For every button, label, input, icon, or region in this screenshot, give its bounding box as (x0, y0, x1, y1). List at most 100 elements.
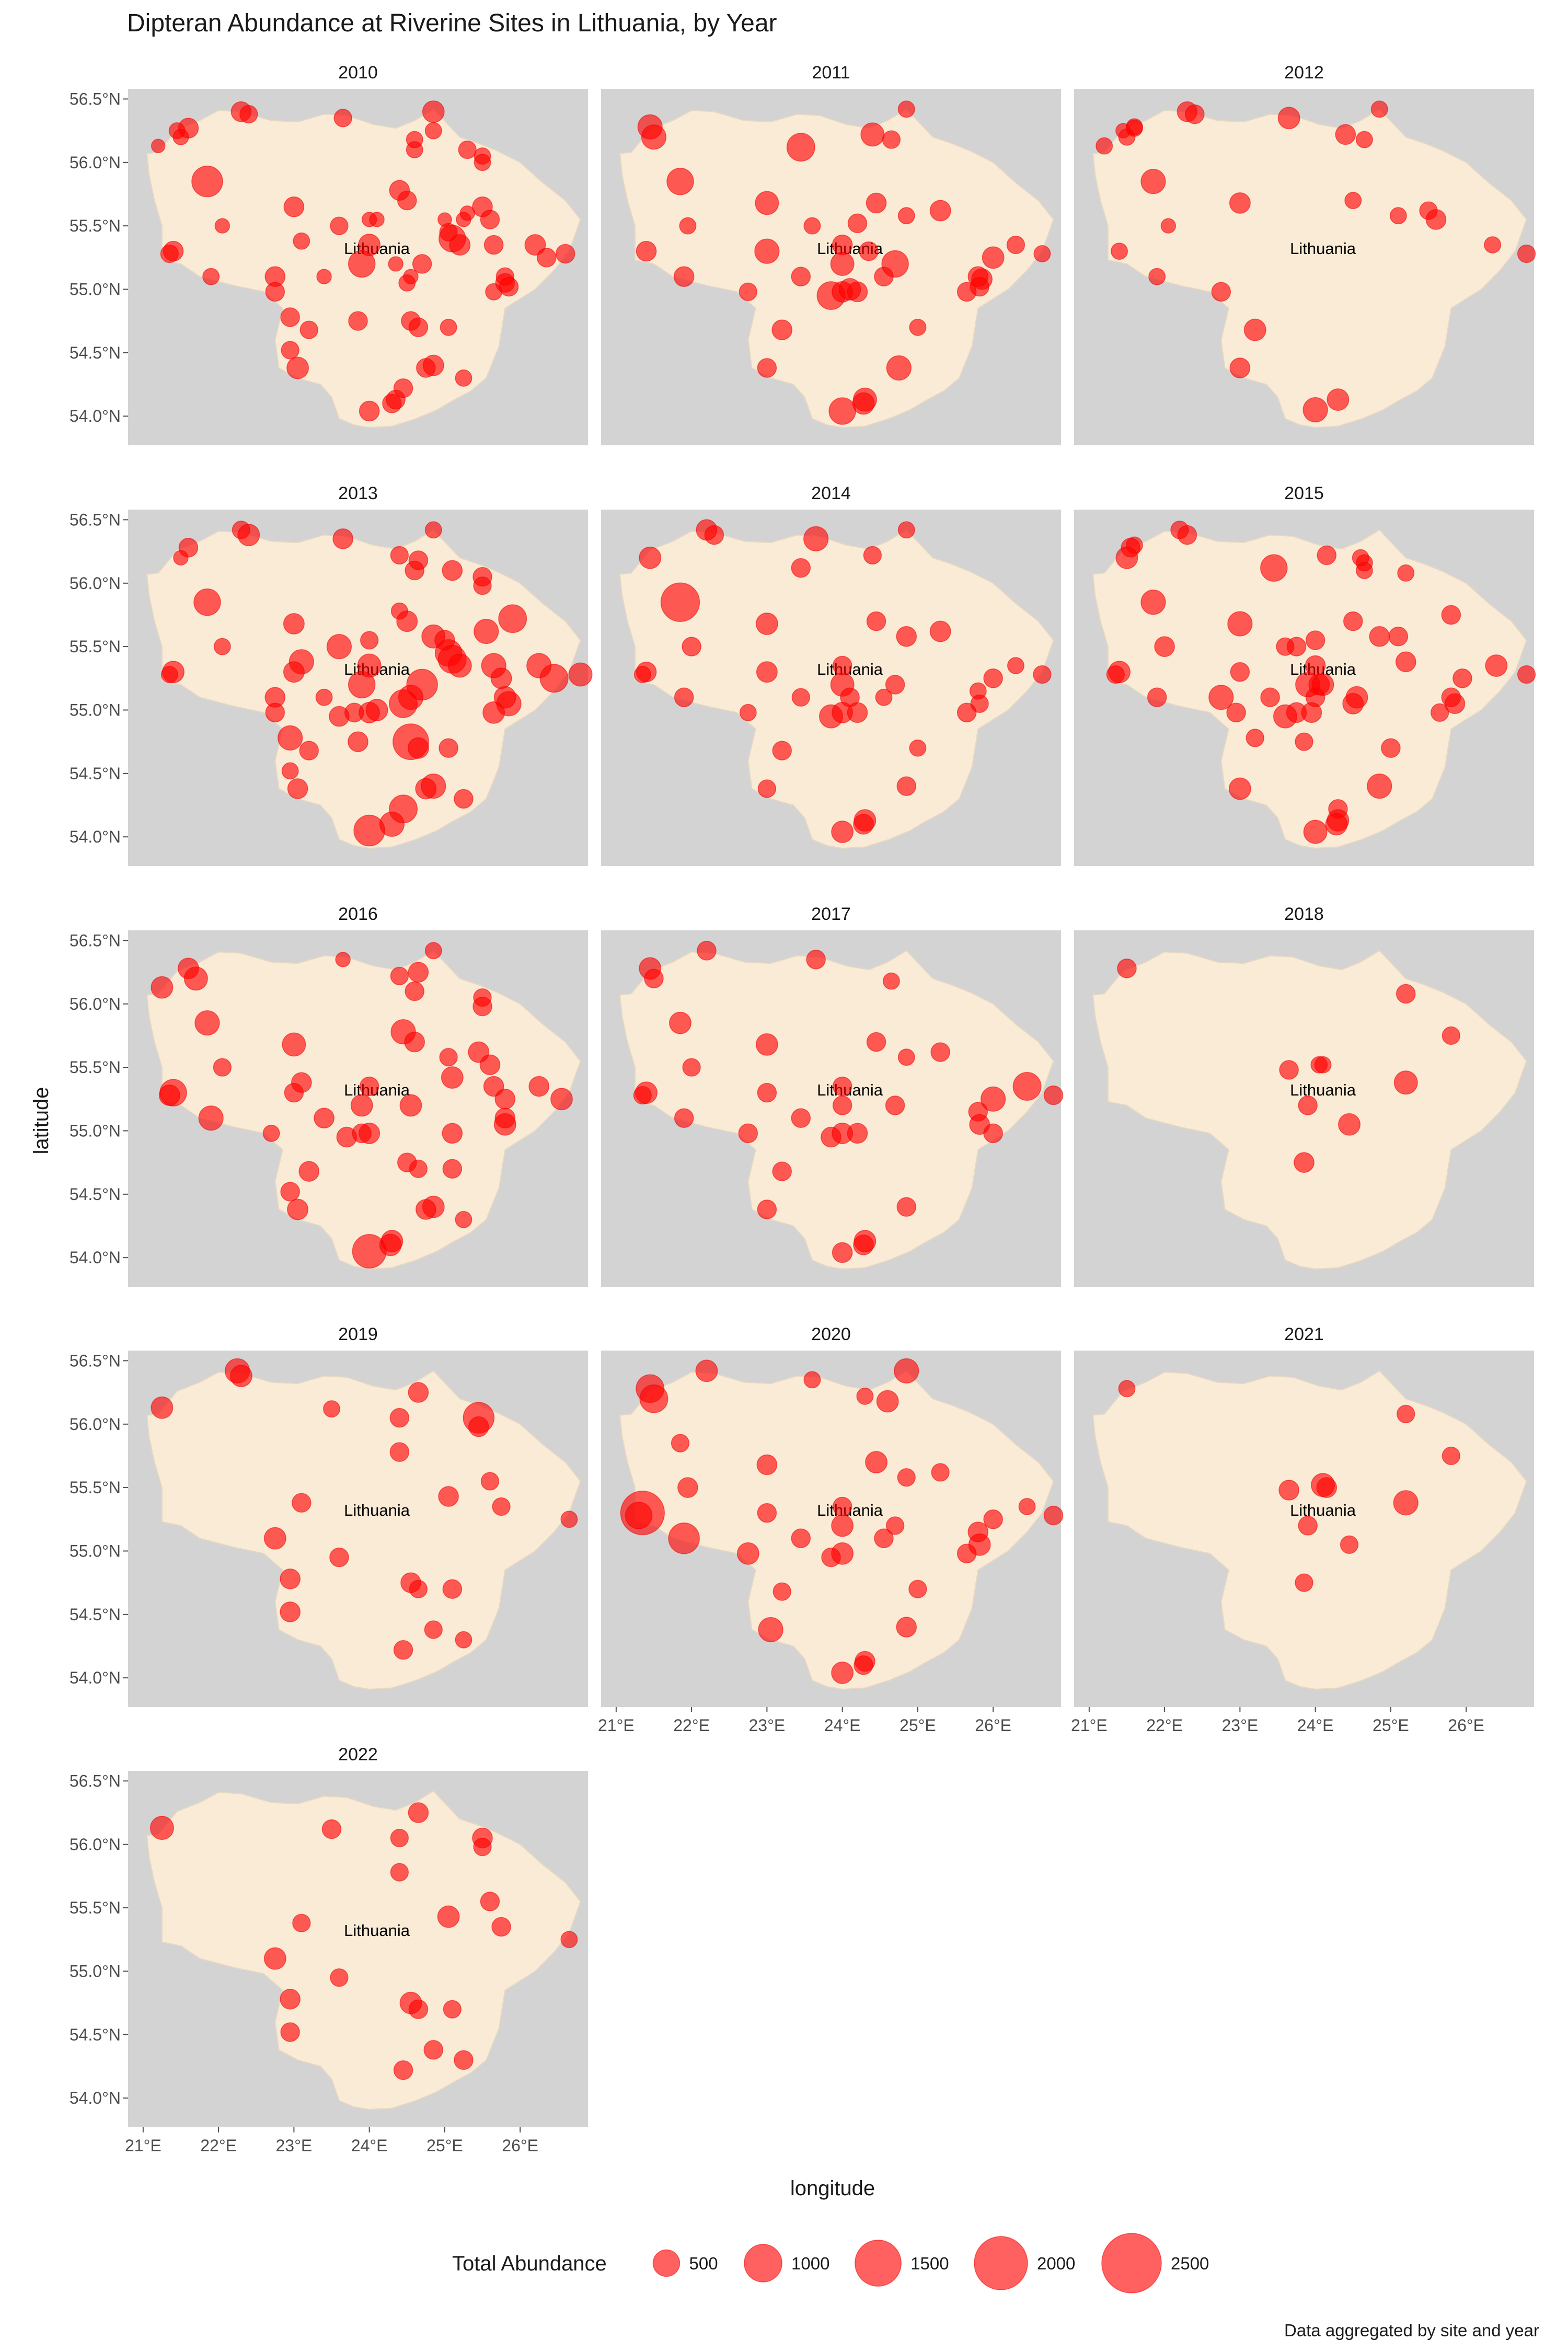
facet-panel-2019: 2019 Lithuania 54.0°N 54.5°N 55.0°N 55.5°N 56.… (70, 1324, 588, 1707)
site-point (1243, 318, 1266, 341)
site-point (697, 941, 717, 961)
site-point (284, 1082, 304, 1103)
site-point (1517, 665, 1536, 684)
site-point (359, 1122, 381, 1144)
site-point (853, 1235, 874, 1255)
site-point (1006, 235, 1025, 255)
site-point (198, 1105, 224, 1131)
facet-strip-label: 2010 (338, 63, 378, 83)
site-point (756, 661, 778, 683)
facet-panel-2010: 2010Lithuania54.0°N54.5°N55.0°N55.5°N56.… (70, 63, 588, 445)
site-point (1335, 124, 1356, 145)
site-point (1344, 192, 1362, 210)
site-point (314, 1108, 335, 1129)
site-point (806, 950, 826, 970)
site-point (832, 1242, 853, 1263)
site-point (831, 1542, 854, 1565)
site-point (847, 702, 868, 723)
site-point (860, 122, 885, 147)
site-point (424, 521, 442, 539)
site-point (473, 576, 492, 595)
site-point (674, 687, 694, 707)
site-point (472, 996, 492, 1017)
site-point (1228, 777, 1251, 800)
site-point (555, 244, 575, 264)
site-point (298, 1161, 320, 1182)
site-point (1229, 358, 1251, 378)
site-point (956, 282, 977, 302)
site-point (983, 1123, 1003, 1144)
site-point (896, 1197, 917, 1217)
site-point (263, 1527, 286, 1550)
site-point (422, 100, 445, 123)
legend-key-label: 2500 (1171, 2254, 1209, 2273)
site-point (1279, 1060, 1299, 1080)
site-point (896, 776, 917, 796)
facet-strip-label: 2013 (338, 483, 378, 503)
site-point (454, 789, 474, 809)
lat-tick-label: 55.0°N (70, 1962, 121, 1980)
site-point (882, 972, 900, 990)
site-point (773, 1582, 791, 1601)
site-point (791, 1528, 811, 1548)
lat-tick-label: 56.5°N (70, 89, 121, 108)
lat-tick-label: 54.5°N (70, 1185, 121, 1204)
lat-tick-label: 54.0°N (70, 407, 121, 425)
site-point (490, 667, 512, 689)
site-point (408, 1802, 429, 1823)
site-point (830, 251, 855, 276)
site-point (885, 1516, 905, 1535)
site-point (1367, 773, 1392, 799)
site-point (757, 1503, 777, 1523)
lat-tick-label: 54.5°N (70, 2025, 121, 2044)
site-point (982, 246, 1005, 269)
site-point (1442, 1446, 1460, 1466)
site-point (1226, 702, 1246, 723)
site-point (480, 1892, 500, 1911)
site-point (1316, 1477, 1338, 1498)
site-point (897, 1048, 915, 1066)
site-point (292, 1493, 312, 1513)
site-point (315, 688, 333, 706)
site-point (483, 235, 504, 255)
site-point (423, 2040, 444, 2060)
site-point (424, 122, 442, 140)
legend-key-circle (974, 2236, 1028, 2290)
site-point (299, 320, 318, 339)
site-point (424, 1620, 443, 1639)
site-point (286, 356, 309, 379)
lat-tick-label: 54.0°N (70, 2089, 121, 2107)
site-point (633, 1086, 652, 1105)
site-point (365, 699, 388, 721)
site-point (389, 180, 410, 201)
site-point (441, 1066, 464, 1089)
site-point (447, 653, 472, 678)
site-point (442, 1159, 463, 1179)
site-point (897, 1468, 916, 1487)
site-point (660, 582, 700, 622)
site-point (791, 1108, 811, 1128)
lon-tick-label: 26°E (1448, 1716, 1484, 1735)
lon-tick-label: 25°E (1373, 1716, 1409, 1735)
site-point (406, 131, 423, 148)
site-point (1295, 732, 1313, 751)
site-point (151, 976, 174, 999)
site-point (981, 1086, 1006, 1112)
site-point (151, 139, 166, 153)
site-point (369, 212, 385, 227)
site-point (437, 212, 452, 227)
site-point (671, 1434, 690, 1452)
site-point (439, 1048, 458, 1067)
site-point (1278, 1480, 1299, 1501)
site-point (866, 611, 886, 631)
site-point (474, 618, 499, 644)
site-point (1397, 564, 1415, 582)
site-point (330, 1968, 349, 1987)
site-point (172, 129, 189, 145)
site-point (439, 738, 458, 758)
site-point (1303, 820, 1328, 844)
lat-tick-label: 56.5°N (70, 1351, 121, 1370)
site-point (1140, 169, 1166, 194)
site-point (1327, 388, 1350, 411)
site-point (931, 1463, 950, 1482)
